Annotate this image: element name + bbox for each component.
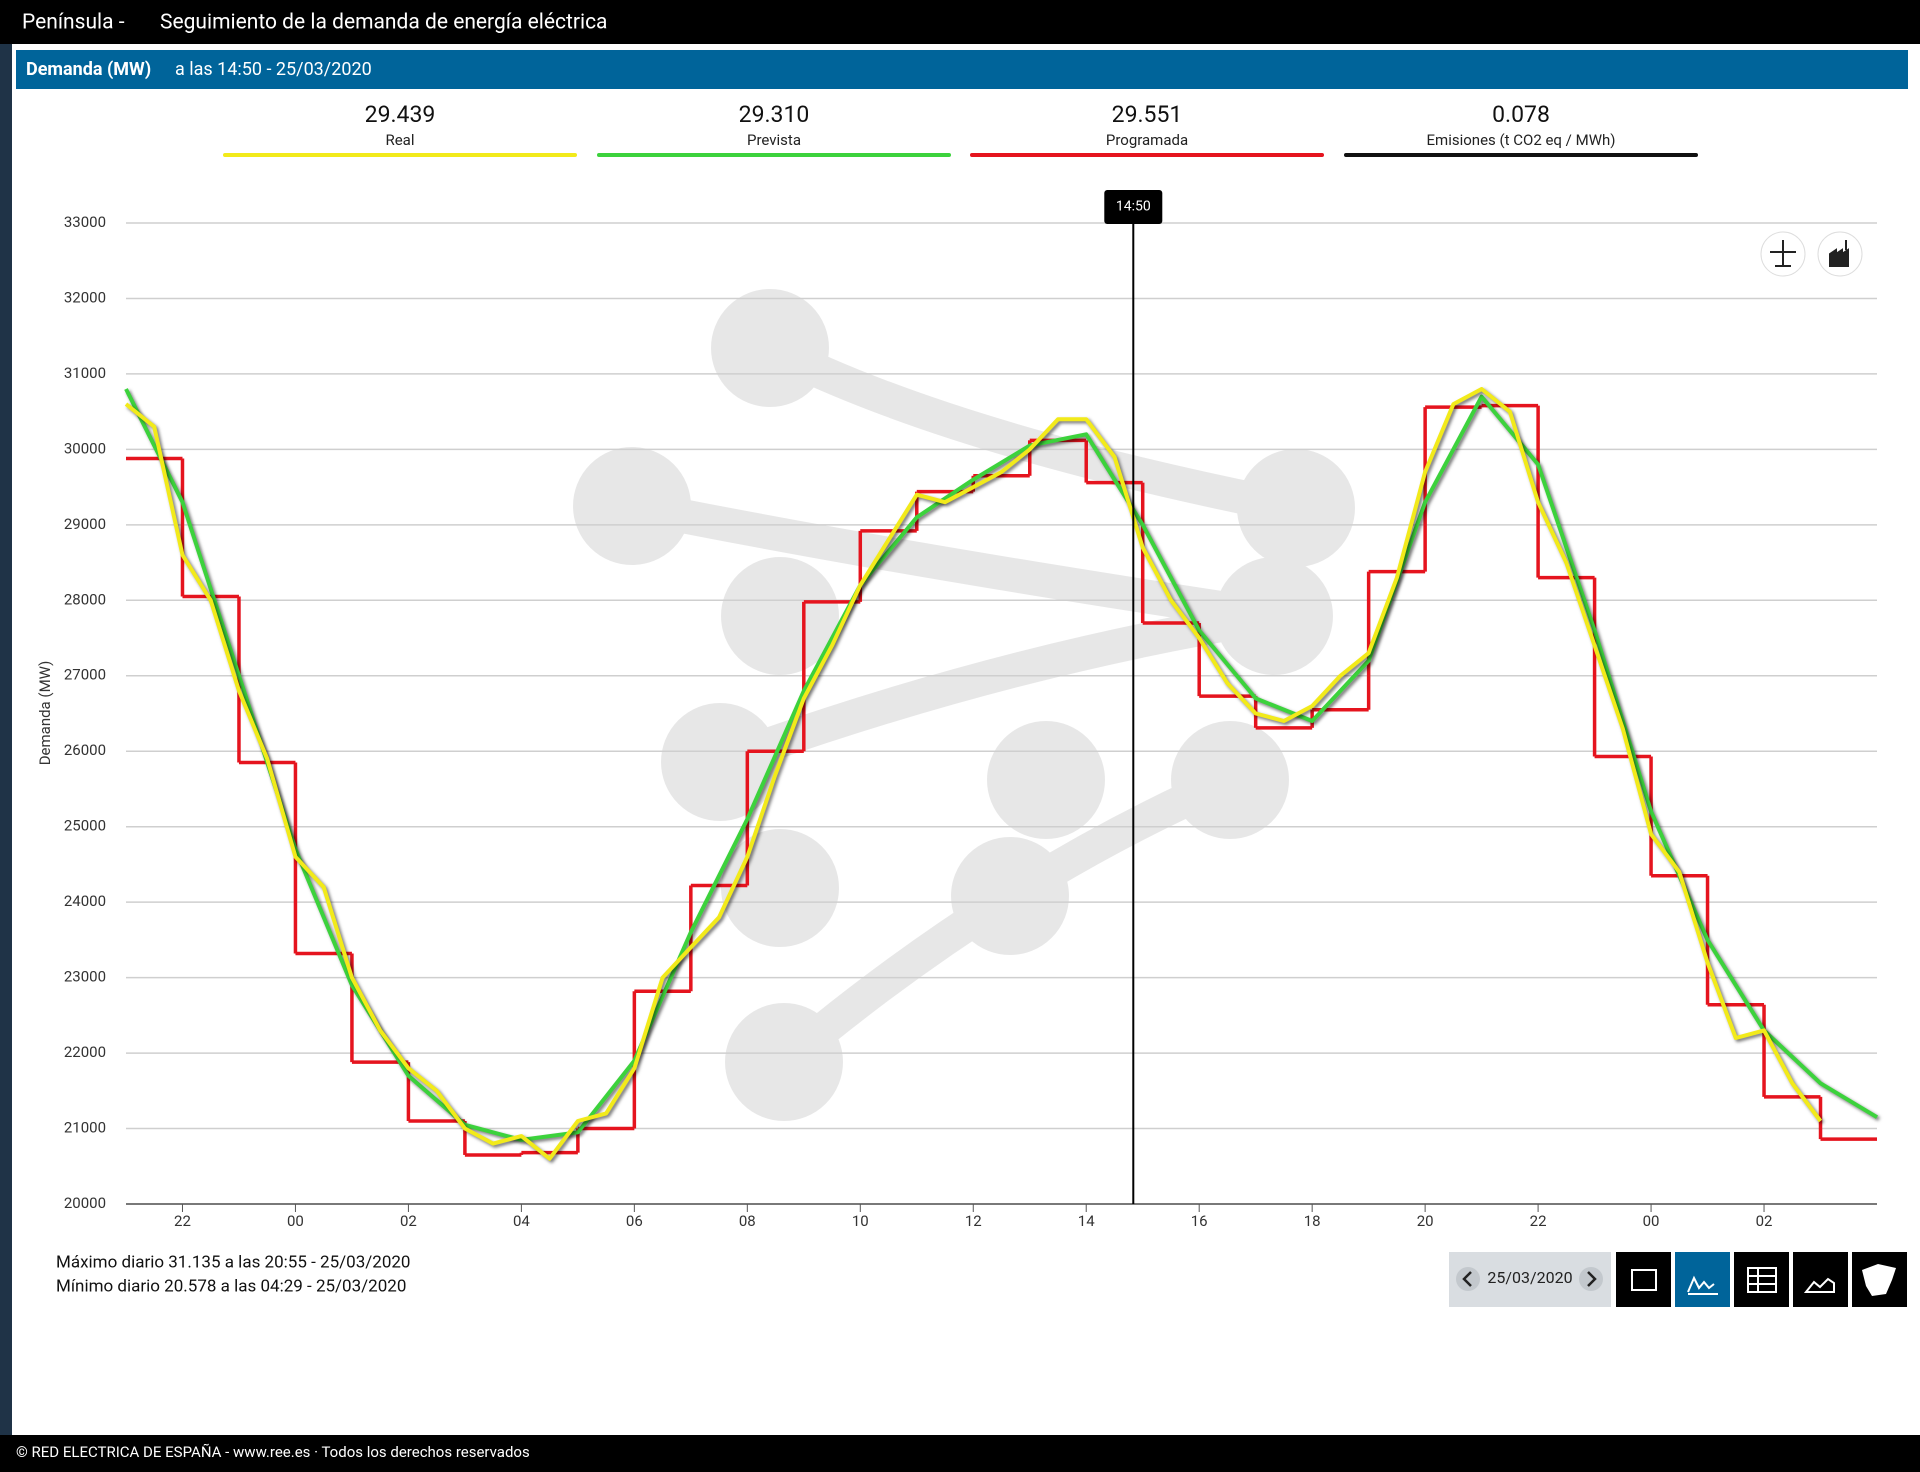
view-buttons [1616,1252,1907,1307]
line [124,388,1879,1142]
card-value: 29.551 [1112,101,1183,128]
prev-icon [1462,1271,1472,1287]
line [124,387,1823,1161]
y-tick-label: 20000 [64,1194,106,1212]
measure: Demanda (MW) [26,59,151,80]
card-underline [1344,153,1698,157]
map-icon [1862,1264,1896,1296]
wind-icon [1770,240,1796,267]
card-value: 29.310 [739,101,810,128]
card-label: Prevista [747,131,801,149]
measure-time: a las 14:50 - 25/03/2020 [175,59,372,80]
top-bar [0,0,1920,44]
y-tick-label: 31000 [64,364,106,382]
y-tick-label: 23000 [64,968,106,986]
table-view[interactable] [1734,1252,1789,1307]
x-tick-label: 00 [1643,1212,1660,1230]
y-tick-label: 29000 [64,515,106,533]
header-subtitle: Seguimiento de la demanda de energía elé… [160,11,607,35]
calendar-view[interactable] [1616,1252,1671,1307]
y-tick-label: 21000 [64,1119,106,1137]
prev-day[interactable] [1456,1267,1480,1291]
factory-icon [1829,240,1849,267]
y-tick-label: 30000 [64,439,106,457]
panel [12,0,1920,1472]
next-icon [1587,1271,1597,1287]
y-tick-label: 22000 [64,1043,106,1061]
x-tick-label: 12 [965,1212,982,1230]
max-stat: Máximo diario 31.135 a las 20:55 - 25/03… [56,1252,411,1272]
x-tick-label: 20 [1417,1212,1434,1230]
x-tick-label: 06 [626,1212,643,1230]
x-tick-label: 22 [174,1212,191,1230]
card-value: 0.078 [1492,101,1550,128]
calendar-icon [1631,1269,1657,1291]
chart-view[interactable] [1675,1252,1730,1307]
date: 25/03/2020 [1487,1268,1572,1287]
x-tick-label: 16 [1191,1212,1208,1230]
x-tick-label: 10 [852,1212,869,1230]
y-tick-label: 25000 [64,817,106,835]
x-tick-label: 14 [1078,1212,1095,1230]
plot: 2000021000220002300024000250002600027000… [64,190,1879,1230]
y-tick-label: 28000 [64,590,106,608]
card-underline [223,153,577,157]
x-tick-label: 00 [287,1212,304,1230]
chart-tools [1760,231,1863,277]
y-tick-label: 33000 [64,213,106,231]
x-tick-label: 02 [400,1212,417,1230]
table-icon [1747,1267,1777,1293]
y-tick-label: 24000 [64,892,106,910]
next-day[interactable] [1579,1267,1603,1291]
x-tick-label: 22 [1530,1212,1547,1230]
card-value: 29.439 [365,101,436,128]
x-tick-label: 04 [513,1212,530,1230]
area-view[interactable] [1793,1252,1848,1307]
y-tick-label: 27000 [64,666,106,684]
y-axis-label: Demanda (MW) [36,661,54,766]
cursor-label: 14:50 [1116,199,1151,215]
card-underline [597,153,951,157]
x-tick-label: 02 [1756,1212,1773,1230]
x-tick-label: 08 [739,1212,756,1230]
min-stat: Mínimo diario 20.578 a las 04:29 - 25/03… [56,1276,406,1296]
y-tick-label: 32000 [64,288,106,306]
y-tick-label: 26000 [64,741,106,759]
cursor-tooltip [1104,190,1163,224]
sub-bar [16,50,1908,89]
card-label: Real [385,131,414,149]
chart-icon [1687,1275,1718,1295]
footer-bar [0,1435,1920,1472]
footer: © RED ELECTRICA DE ESPAÑA - www.ree.es ·… [16,1443,530,1461]
x-tick-label: 18 [1304,1212,1321,1230]
card-label: Programada [1106,131,1188,149]
area-icon [1803,1277,1835,1293]
card-label: Emisiones (t CO2 eq / MWh) [1427,131,1616,149]
card-underline [970,153,1324,157]
header-title: Península - [22,11,125,35]
